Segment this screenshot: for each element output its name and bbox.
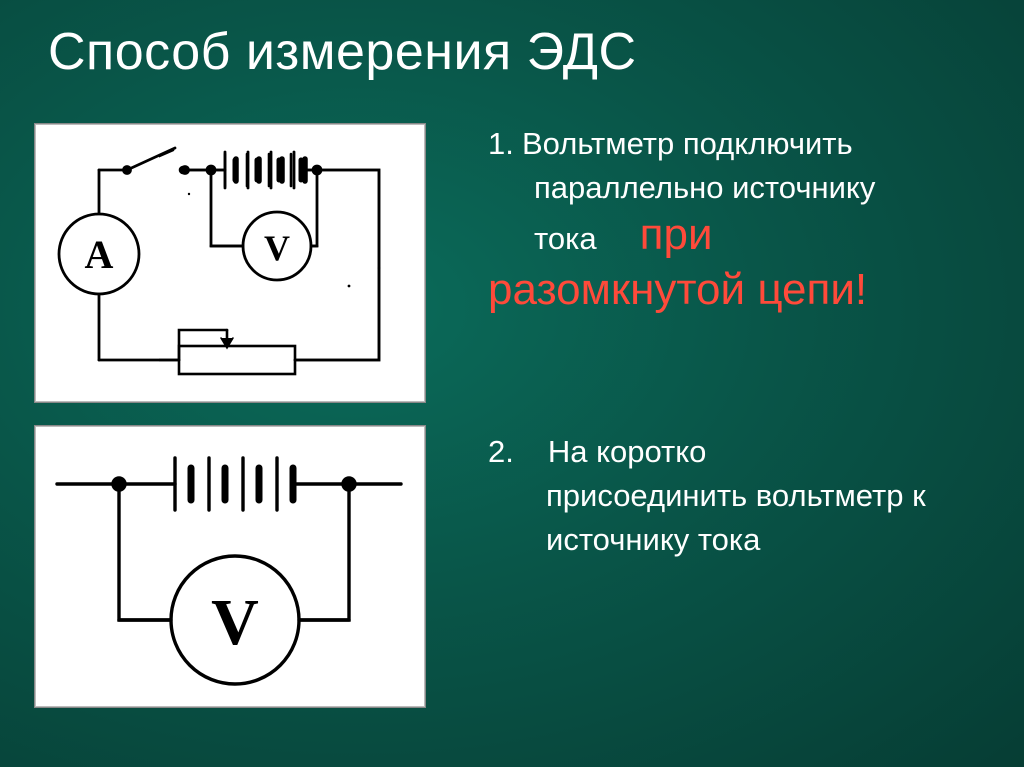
point-1-line-1: параллельно источнику bbox=[488, 166, 998, 210]
point-1-tail-word: тока bbox=[534, 221, 597, 256]
voltmeter-label-2: V bbox=[211, 586, 259, 659]
point-1-tail: тока при bbox=[488, 210, 998, 261]
circuit-svg-2: V bbox=[49, 438, 409, 696]
point-1: 1.Вольтметр подключить параллельно источ… bbox=[488, 122, 998, 316]
voltmeter-label-1: V bbox=[264, 228, 290, 268]
point-2-line-2: источнику тока bbox=[488, 518, 998, 562]
point-2: 2. На коротко присоединить вольтметр к и… bbox=[488, 430, 998, 562]
point-1-number: 1. bbox=[488, 122, 522, 166]
point-2-line-0: На коротко bbox=[548, 434, 707, 469]
point-1-line-0: Вольтметр подключить bbox=[522, 126, 853, 161]
point-2-line-1: присоединить вольтметр к bbox=[488, 474, 998, 518]
diagram-circuit-2: V bbox=[34, 425, 426, 708]
circuit-svg-1: A V bbox=[49, 136, 409, 388]
point-1-emph-word: при bbox=[640, 210, 713, 259]
diagram-circuit-1: A V bbox=[34, 123, 426, 403]
point-2-number: 2. bbox=[488, 430, 522, 474]
slide-title: Способ измерения ЭДС bbox=[48, 22, 637, 82]
point-1-emph-line: разомкнутой цепи! bbox=[488, 265, 998, 316]
ammeter-label: A bbox=[85, 232, 114, 277]
